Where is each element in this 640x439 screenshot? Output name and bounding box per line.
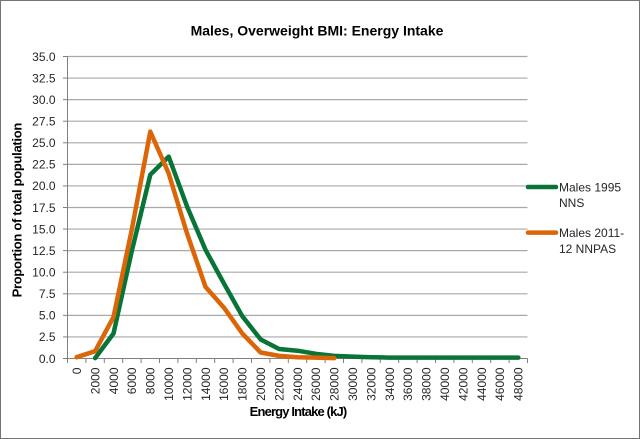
svg-text:0.0: 0.0 — [39, 352, 56, 366]
svg-text:17.5: 17.5 — [32, 201, 56, 215]
svg-text:4000: 4000 — [107, 367, 121, 394]
svg-text:30.0: 30.0 — [32, 93, 56, 107]
svg-text:27.5: 27.5 — [32, 115, 56, 129]
svg-text:22.5: 22.5 — [32, 158, 56, 172]
svg-text:Energy Intake (kJ): Energy Intake (kJ) — [250, 404, 347, 419]
svg-text:20000: 20000 — [254, 367, 268, 401]
svg-text:10.0: 10.0 — [32, 266, 56, 280]
svg-text:7.5: 7.5 — [39, 287, 56, 301]
svg-text:44000: 44000 — [475, 367, 489, 401]
svg-text:36000: 36000 — [401, 367, 415, 401]
svg-text:26000: 26000 — [309, 367, 323, 401]
svg-text:6000: 6000 — [125, 367, 139, 394]
svg-text:16000: 16000 — [217, 367, 231, 401]
svg-text:48000: 48000 — [512, 367, 526, 401]
svg-text:2000: 2000 — [88, 367, 102, 394]
svg-text:Proportion of total population: Proportion of total population — [10, 123, 25, 298]
svg-text:NNS: NNS — [559, 196, 584, 210]
svg-text:2.5: 2.5 — [39, 330, 56, 344]
svg-text:42000: 42000 — [456, 367, 470, 401]
svg-text:Males, Overweight BMI: Energy: Males, Overweight BMI: Energy Intake — [191, 23, 444, 39]
svg-text:24000: 24000 — [291, 367, 305, 401]
svg-text:32.5: 32.5 — [32, 71, 56, 85]
svg-text:12.5: 12.5 — [32, 244, 56, 258]
svg-text:8000: 8000 — [144, 367, 158, 394]
svg-text:22000: 22000 — [272, 367, 286, 401]
svg-text:28000: 28000 — [328, 367, 342, 401]
svg-text:12 NNPAS: 12 NNPAS — [559, 242, 616, 256]
svg-text:25.0: 25.0 — [32, 136, 56, 150]
svg-text:15.0: 15.0 — [32, 222, 56, 236]
svg-text:0: 0 — [70, 367, 84, 374]
svg-text:20.0: 20.0 — [32, 179, 56, 193]
svg-text:Males 1995: Males 1995 — [559, 180, 621, 194]
svg-text:12000: 12000 — [180, 367, 194, 401]
svg-text:40000: 40000 — [438, 367, 452, 401]
svg-text:5.0: 5.0 — [39, 309, 56, 323]
svg-text:34000: 34000 — [383, 367, 397, 401]
svg-text:38000: 38000 — [420, 367, 434, 401]
svg-text:18000: 18000 — [236, 367, 250, 401]
svg-text:46000: 46000 — [493, 367, 507, 401]
svg-text:32000: 32000 — [364, 367, 378, 401]
svg-text:35.0: 35.0 — [32, 50, 56, 64]
svg-text:Males 2011-: Males 2011- — [559, 226, 624, 240]
svg-text:10000: 10000 — [162, 367, 176, 401]
svg-text:14000: 14000 — [199, 367, 213, 401]
svg-text:30000: 30000 — [346, 367, 360, 401]
